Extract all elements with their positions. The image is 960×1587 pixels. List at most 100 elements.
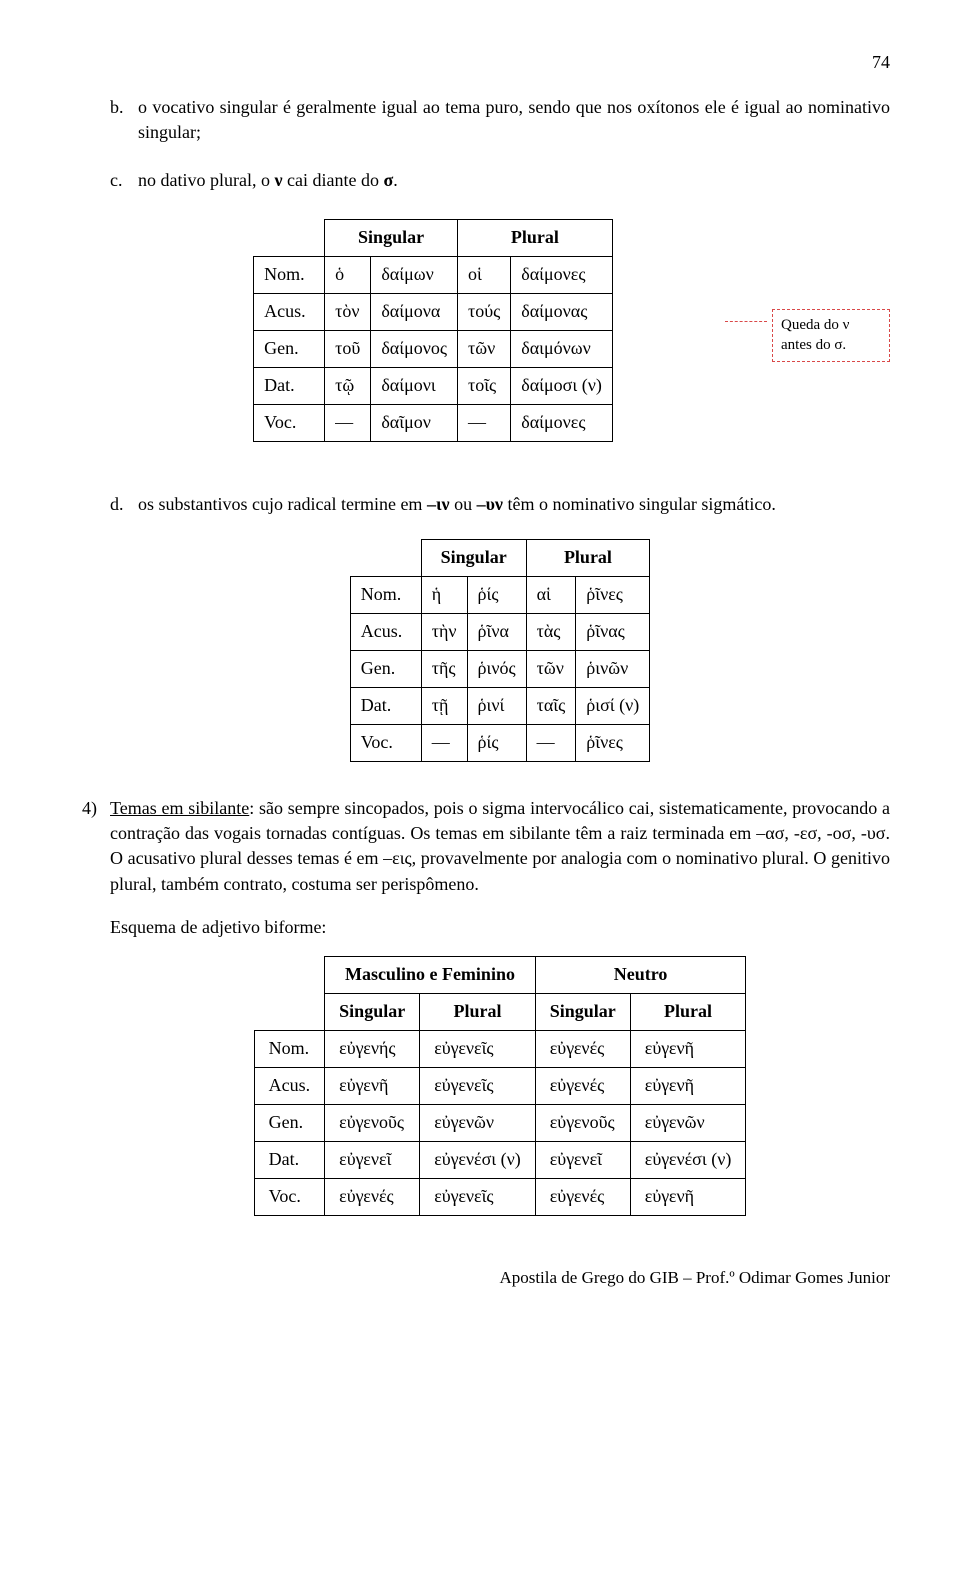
table-1-wrapper: Singular Plural Nom. ὁ δαίμων οἱ δαίμονε…	[110, 219, 890, 452]
text-span: cai diante do	[283, 170, 384, 190]
cell: δαῖμον	[371, 404, 458, 441]
table-row: Voc. — δαῖμον — δαίμονες	[254, 404, 613, 441]
cell: δαίμων	[371, 256, 458, 293]
dashed-arrow-icon	[725, 321, 767, 322]
declension-table-2: Singular Plural Nom. ἡ ῥίς αἱ ῥῖνες Acus…	[350, 539, 651, 762]
cell: εὐγενές	[535, 1178, 630, 1215]
list-item-d: d. os substantivos cujo radical termine …	[110, 492, 890, 517]
cell: —	[526, 724, 576, 761]
case-cell: Nom.	[350, 576, 421, 613]
cell: ῥῖνα	[467, 613, 526, 650]
text-span: os substantivos cujo radical termine em	[138, 494, 427, 514]
bold-text: –ιν	[427, 494, 450, 514]
cell: τῆς	[421, 650, 467, 687]
table-row: Acus. τὴν ῥῖνα τὰς ῥῖνας	[350, 613, 650, 650]
table-row: Nom. ἡ ῥίς αἱ ῥῖνες	[350, 576, 650, 613]
table-header-row: Masculino e Feminino Neutro	[254, 956, 746, 993]
bold-text: σ	[384, 170, 394, 190]
cell: ῥῖνες	[576, 724, 650, 761]
cell: τοῖς	[457, 367, 510, 404]
header-singular: Singular	[421, 539, 526, 576]
underlined-text: Temas em sibilante	[110, 798, 249, 818]
cell: εὐγενῆ	[630, 1030, 746, 1067]
table-row: Nom. εὐγενής εὐγενεῖς εὐγενές εὐγενῆ	[254, 1030, 746, 1067]
cell: ῥῖνας	[576, 613, 650, 650]
footer-text: Apostila de Grego do GIB – Prof.º Odimar…	[110, 1266, 890, 1290]
text-span: têm o nominativo singular sigmático.	[503, 494, 776, 514]
cell: εὐγενές	[325, 1178, 420, 1215]
subheader: Singular	[325, 993, 420, 1030]
cell: δαίμονες	[511, 256, 613, 293]
cell: εὐγενές	[535, 1030, 630, 1067]
case-cell: Gen.	[254, 330, 325, 367]
case-cell: Voc.	[254, 404, 325, 441]
table-header-row: Singular Plural	[254, 219, 613, 256]
cell: τῇ	[421, 687, 467, 724]
cell: οἱ	[457, 256, 510, 293]
cell: εὐγενές	[535, 1067, 630, 1104]
cell: —	[421, 724, 467, 761]
item-text: Temas em sibilante: são sempre sincopado…	[110, 796, 890, 897]
cell: ἡ	[421, 576, 467, 613]
bold-text: –υν	[477, 494, 503, 514]
page-number: 74	[110, 50, 890, 75]
header-mf: Masculino e Feminino	[325, 956, 536, 993]
case-cell: Gen.	[350, 650, 421, 687]
cell: εὐγενοῦς	[325, 1104, 420, 1141]
item-marker: 4)	[82, 796, 110, 897]
annotation-line: Queda do ν	[781, 317, 849, 333]
table-row: Dat. τῷ δαίμονι τοῖς δαίμοσι (ν)	[254, 367, 613, 404]
table-row: Acus. τὸν δαίμονα τούς δαίμονας	[254, 293, 613, 330]
item-text: os substantivos cujo radical termine em …	[138, 492, 890, 517]
cell: —	[457, 404, 510, 441]
text-span: .	[393, 170, 398, 190]
case-cell: Dat.	[254, 1141, 325, 1178]
table-header-row: Singular Plural	[350, 539, 650, 576]
cell: ῥισί (ν)	[576, 687, 650, 724]
header-plural: Plural	[526, 539, 650, 576]
table-row: Voc. εὐγενές εὐγενεῖς εὐγενές εὐγενῆ	[254, 1178, 746, 1215]
cell: εὐγενεῖ	[325, 1141, 420, 1178]
cell: εὐγενῶν	[630, 1104, 746, 1141]
case-cell: Dat.	[350, 687, 421, 724]
cell: εὐγενεῖς	[420, 1030, 536, 1067]
case-cell: Nom.	[254, 1030, 325, 1067]
case-cell: Gen.	[254, 1104, 325, 1141]
cell: ῥῖνες	[576, 576, 650, 613]
table-subheader-row: Singular Plural Singular Plural	[254, 993, 746, 1030]
item-text: no dativo plural, o ν cai diante do σ.	[138, 168, 398, 193]
case-cell: Acus.	[350, 613, 421, 650]
cell: εὐγενέσι (ν)	[420, 1141, 536, 1178]
cell: δαίμονι	[371, 367, 458, 404]
item-marker: b.	[110, 95, 138, 145]
subheader: Singular	[535, 993, 630, 1030]
cell: αἱ	[526, 576, 576, 613]
list-item-b: b. o vocativo singular é geralmente igua…	[110, 95, 890, 145]
header-plural: Plural	[457, 219, 612, 256]
cell: τούς	[457, 293, 510, 330]
adjective-table: Masculino e Feminino Neutro Singular Plu…	[254, 956, 747, 1216]
cell: δαίμονες	[511, 404, 613, 441]
header-neutro: Neutro	[535, 956, 746, 993]
cell: ῥινί	[467, 687, 526, 724]
cell: ὁ	[325, 256, 371, 293]
cell: ῥίς	[467, 576, 526, 613]
cell: —	[325, 404, 371, 441]
scheme-label: Esquema de adjetivo biforme:	[110, 915, 890, 940]
text-span: no dativo plural, o	[138, 170, 274, 190]
header-singular: Singular	[325, 219, 458, 256]
case-cell: Acus.	[254, 293, 325, 330]
cell: ῥινός	[467, 650, 526, 687]
cell: εὐγενεῖ	[535, 1141, 630, 1178]
list-item-c: c. no dativo plural, o ν cai diante do σ…	[110, 168, 890, 193]
cell: τῷ	[325, 367, 371, 404]
cell: δαίμονος	[371, 330, 458, 367]
table-row: Dat. εὐγενεῖ εὐγενέσι (ν) εὐγενεῖ εὐγενέ…	[254, 1141, 746, 1178]
annotation-box: Queda do ν antes do σ.	[772, 309, 890, 362]
table-row: Gen. τοῦ δαίμονος τῶν δαιμόνων	[254, 330, 613, 367]
cell: ταῖς	[526, 687, 576, 724]
text-span: ou	[450, 494, 477, 514]
table-row: Gen. τῆς ῥινός τῶν ῥινῶν	[350, 650, 650, 687]
case-cell: Voc.	[350, 724, 421, 761]
cell: εὐγενῆ	[630, 1067, 746, 1104]
